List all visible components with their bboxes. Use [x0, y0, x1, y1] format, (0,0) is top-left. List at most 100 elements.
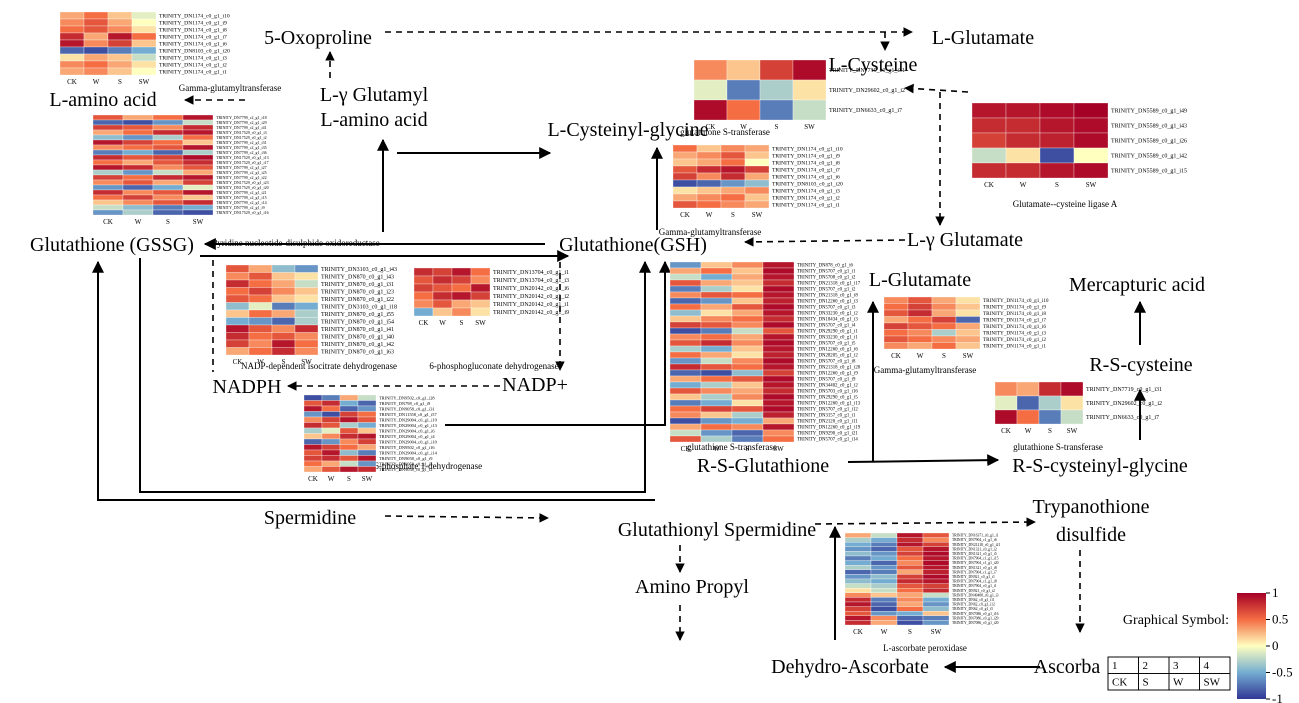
heatmap-cell [731, 417, 764, 425]
heatmap-cell [432, 267, 453, 277]
heatmap-cell [896, 537, 924, 543]
row-label: TRINITY_DN5707_c0_g1_i14 [797, 438, 858, 443]
heatmap-cell [700, 321, 733, 329]
heatmap-cell [870, 583, 898, 589]
column-label: SW [193, 218, 204, 226]
row-label: TRINITY_DN5703_c0_g1_i16 [797, 390, 858, 395]
row-label: TRINITY_DN29602_c0_g1_i2 [1086, 401, 1162, 407]
heatmap-cell [896, 560, 924, 566]
heatmap-cell [922, 597, 950, 603]
heatmap-cell [955, 322, 981, 330]
heatmap-cell [413, 299, 434, 309]
heatmap-cell [762, 345, 795, 353]
heatmap-cell [883, 322, 909, 330]
column-label: W [328, 475, 335, 483]
heatmap-cell [248, 264, 273, 273]
heatmap-cell [762, 327, 795, 335]
heatmap-cell [696, 151, 722, 160]
heatmap-cell [131, 39, 157, 48]
row-label: TRINITY_DN870_c0_g1_i31 [321, 282, 394, 288]
row-label: TRINITY_DN9502_c0_g1_i16 [379, 445, 435, 450]
column-label: W [881, 628, 888, 636]
row-label: TRINITY_DN870_c0_g1_i23 [321, 289, 394, 295]
heatmap-cell [1016, 381, 1040, 397]
heatmap-cell [700, 327, 733, 335]
heatmap-cell [225, 264, 250, 273]
heatmap-cell [672, 165, 698, 174]
heatmap-cell [844, 560, 872, 566]
row-label: TRINITY_DN1174_c0_g1_i3 [983, 331, 1046, 337]
heatmap-cell [762, 423, 795, 431]
row-label: TRINITY_DN870_c0_g1_i55 [321, 312, 394, 318]
heatmap-cell [92, 144, 124, 151]
heatmap-cell [225, 332, 250, 341]
heatmap-cell [248, 317, 273, 326]
row-label: TRINITY_DN7904_c1_g1_i15 [952, 557, 999, 561]
heatmap-cell [762, 303, 795, 311]
heatmap-cell [271, 324, 296, 333]
row-label: TRINITY_DN33230_c0_g1_i2 [797, 312, 858, 317]
heatmap-cell [122, 159, 154, 166]
column-label: W [1025, 427, 1032, 435]
enzyme-label: 6-phosphogluconate dehydrogenase [429, 361, 558, 371]
heatmap-cell [122, 139, 154, 146]
heatmap-cell [672, 179, 698, 188]
node: R-S-cysteinyl-glycine [1012, 455, 1188, 477]
row-label: TRINITY_DN7799_c2_g1_i18 [216, 115, 267, 120]
heatmap-cell [225, 294, 250, 303]
heatmap-cell [844, 569, 872, 575]
heatmap-cell [669, 411, 702, 419]
row-label: TRINITY_DN7904_c1_g1_i7 [952, 570, 997, 574]
heatmap-cell [672, 186, 698, 195]
heatmap-cell [669, 315, 702, 323]
heatmap-cell [451, 291, 472, 301]
heatmap-cell [357, 466, 377, 473]
heatmap-cell [303, 416, 323, 423]
heatmap-cell [339, 455, 359, 462]
heatmap-cell [693, 99, 728, 121]
heatmap-cell [1073, 117, 1109, 134]
heatmap-cell [870, 592, 898, 598]
heatmap-cell [339, 460, 359, 467]
heatmap-cell [152, 179, 184, 186]
heatmap-cell [700, 423, 733, 431]
heatmap-cell [762, 387, 795, 395]
row-label: TRINITY_DN5589_c0_g1_i26 [1111, 139, 1187, 145]
heatmap-cell [931, 342, 957, 350]
heatmap-cell [122, 204, 154, 211]
enzyme-label: glutathione S-transferase [680, 127, 770, 137]
heatmap-cell [762, 435, 795, 443]
heatmap-cell [844, 597, 872, 603]
heatmap: TRINITY_DN13704_c0_g1_i1 TRINITY_DN13704_… [413, 267, 569, 327]
row-label: TRINITY_DN1174_c0_g1_i2 [159, 62, 227, 68]
heatmap-cell [92, 209, 124, 216]
row-label: TRINITY_DN1174_c0_g1_i10 [983, 298, 1049, 304]
row-label: TRINITY_DN29004_c0_g1_i19 [379, 417, 438, 422]
heatmap-cell [922, 583, 950, 589]
row-label: TRINITY_DN7799_c2_g1_i29 [216, 120, 267, 125]
heatmap-cell [107, 46, 133, 55]
heatmap-cell [294, 339, 319, 348]
heatmap-cell [339, 411, 359, 418]
heatmap-cell [182, 134, 214, 141]
heatmap-cell [92, 199, 124, 206]
heatmap-cell [182, 164, 214, 171]
heatmap-cell [92, 169, 124, 176]
heatmap-cell [182, 144, 214, 151]
heatmap-cell [357, 455, 377, 462]
heatmap-cell [92, 204, 124, 211]
column-label: CK [1001, 427, 1011, 435]
heatmap-cell [896, 611, 924, 616]
heatmap-cell [225, 309, 250, 318]
heatmap-cell [339, 416, 359, 423]
heatmap-cell [696, 179, 722, 188]
labels: 5-Oxoproline L-Glutamate L-Cysteine L-γ … [30, 27, 1266, 699]
column-label: S [282, 358, 286, 366]
row-label: TRINITY_DN1174_c0_g1_i7 [159, 34, 227, 40]
row-label: TRINITY_DN17529_c0_g1_i20 [216, 185, 269, 190]
row-label: TRINITY_DN7904_c0_g1_i1 [952, 584, 997, 588]
heatmap-cell [922, 542, 950, 547]
heatmap-cell [844, 578, 872, 584]
enzyme-label: NADP-dependent isocitrate dehydrogenase [241, 361, 397, 371]
heatmap-cell [92, 139, 124, 146]
